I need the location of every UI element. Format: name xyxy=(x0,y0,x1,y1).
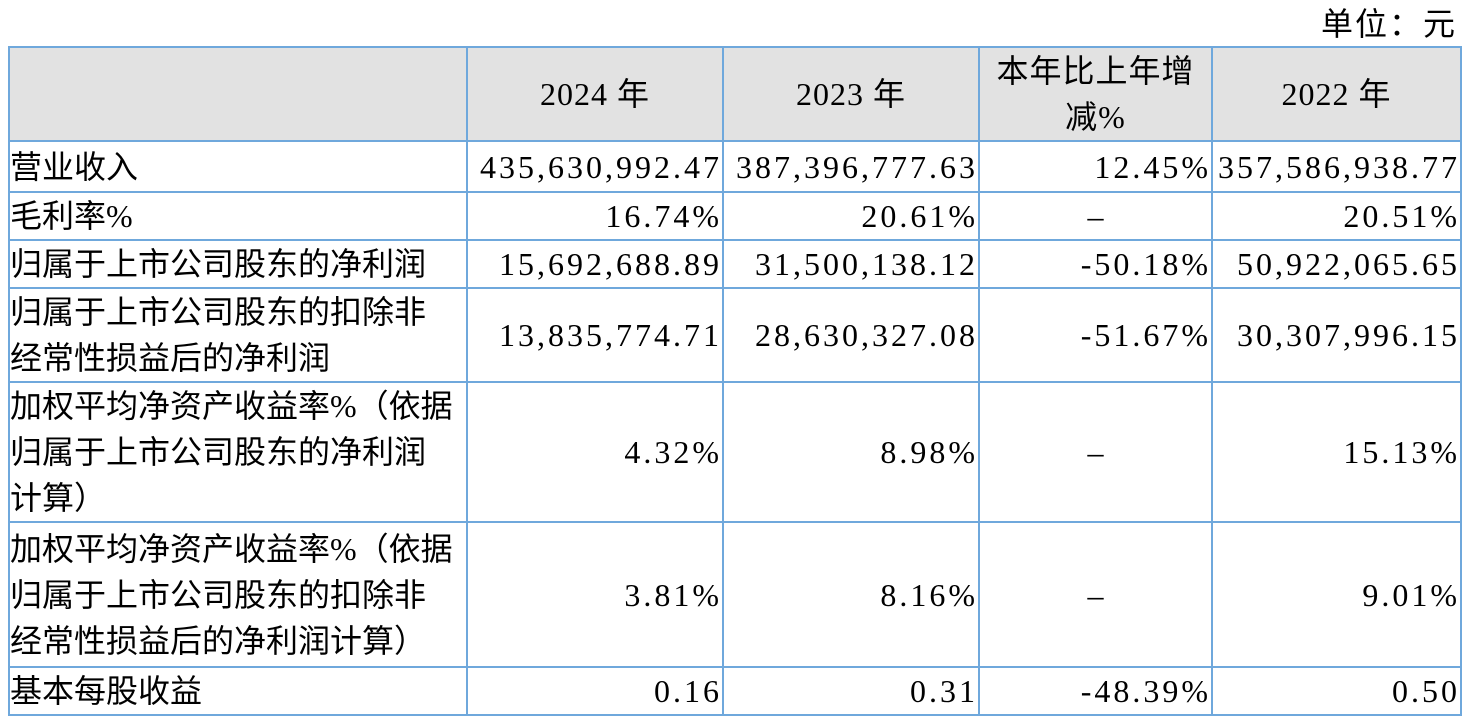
unit-label: 单位：元 xyxy=(1320,6,1457,42)
cell-2023: 387,396,777.63 xyxy=(722,140,980,193)
table-row-net-profit-excl-nonrecurring: 归属于上市公司股东的扣除非 经常性损益后的净利润 13,835,774.71 2… xyxy=(8,287,1462,383)
cell-2023: 0.31 xyxy=(722,666,980,716)
row-label: 毛利率% xyxy=(8,191,468,241)
table-row-gross-margin: 毛利率% 16.74% 20.61% – 20.51% xyxy=(8,191,1462,241)
header-year-2024: 2024 年 xyxy=(466,46,724,142)
cell-2022: 15.13% xyxy=(1211,381,1462,523)
table-row-basic-eps: 基本每股收益 0.16 0.31 -48.39% 0.50 xyxy=(8,666,1462,716)
cell-2024: 435,630,992.47 xyxy=(466,140,724,193)
cell-2024: 4.32% xyxy=(466,381,724,523)
cell-2024: 13,835,774.71 xyxy=(466,287,724,383)
row-label: 加权平均净资产收益率%（依据 归属于上市公司股东的扣除非 经常性损益后的净利润计… xyxy=(8,521,468,668)
cell-2024: 15,692,688.89 xyxy=(466,239,724,289)
table-row-net-profit-attributable: 归属于上市公司股东的净利润 15,692,688.89 31,500,138.1… xyxy=(8,239,1462,289)
table-row-operating-revenue: 营业收入 435,630,992.47 387,396,777.63 12.45… xyxy=(8,140,1462,193)
row-label: 加权平均净资产收益率%（依据 归属于上市公司股东的净利润 计算） xyxy=(8,381,468,523)
row-label: 归属于上市公司股东的净利润 xyxy=(8,239,468,289)
cell-2022: 0.50 xyxy=(1211,666,1462,716)
cell-2023: 20.61% xyxy=(722,191,980,241)
cell-2024: 16.74% xyxy=(466,191,724,241)
cell-yoy: 12.45% xyxy=(978,140,1213,193)
cell-yoy: -50.18% xyxy=(978,239,1213,289)
cell-yoy: -51.67% xyxy=(978,287,1213,383)
financial-summary-table: 2024 年 2023 年 本年比上年增 减% 2022 年 营业收入 435,… xyxy=(8,46,1462,716)
cell-yoy: -48.39% xyxy=(978,666,1213,716)
header-year-2023: 2023 年 xyxy=(722,46,980,142)
row-label: 基本每股收益 xyxy=(8,666,468,716)
cell-2023: 31,500,138.12 xyxy=(722,239,980,289)
cell-2024: 0.16 xyxy=(466,666,724,716)
row-label: 归属于上市公司股东的扣除非 经常性损益后的净利润 xyxy=(8,287,468,383)
cell-yoy: – xyxy=(978,381,1213,523)
header-metric-blank xyxy=(8,46,468,142)
header-yoy-change: 本年比上年增 减% xyxy=(978,46,1213,142)
cell-yoy: – xyxy=(978,521,1213,668)
header-year-2022: 2022 年 xyxy=(1211,46,1462,142)
cell-2022: 30,307,996.15 xyxy=(1211,287,1462,383)
table-header-row: 2024 年 2023 年 本年比上年增 减% 2022 年 xyxy=(8,46,1462,142)
cell-2023: 8.16% xyxy=(722,521,980,668)
cell-2023: 28,630,327.08 xyxy=(722,287,980,383)
cell-yoy: – xyxy=(978,191,1213,241)
cell-2022: 50,922,065.65 xyxy=(1211,239,1462,289)
cell-2022: 9.01% xyxy=(1211,521,1462,668)
cell-2022: 20.51% xyxy=(1211,191,1462,241)
cell-2023: 8.98% xyxy=(722,381,980,523)
table-row-weighted-roe-net-profit: 加权平均净资产收益率%（依据 归属于上市公司股东的净利润 计算） 4.32% 8… xyxy=(8,381,1462,523)
table-row-weighted-roe-excl-nonrecurring: 加权平均净资产收益率%（依据 归属于上市公司股东的扣除非 经常性损益后的净利润计… xyxy=(8,521,1462,668)
cell-2022: 357,586,938.77 xyxy=(1211,140,1462,193)
row-label: 营业收入 xyxy=(8,140,468,193)
cell-2024: 3.81% xyxy=(466,521,724,668)
